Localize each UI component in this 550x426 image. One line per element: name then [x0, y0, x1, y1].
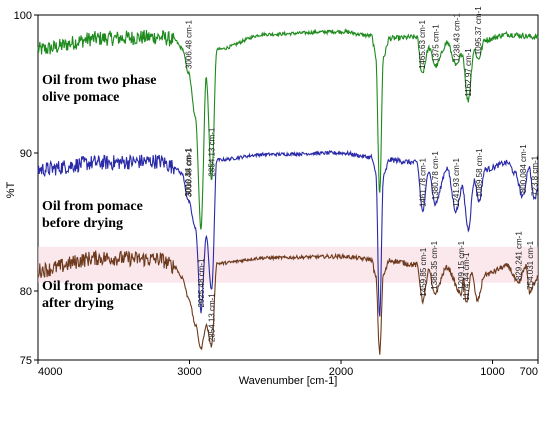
x-axis-title: Wavenumber [cm-1] [239, 375, 338, 387]
peak-annotation: 2854.13 cm-1 [208, 293, 217, 342]
peak-annotation: 1089.58 cm-1 [475, 148, 484, 197]
y-tick-label: 100 [14, 10, 32, 22]
peak-annotation: 3010.34 cm-1 [184, 147, 193, 196]
peak-annotation: 800.084 cm-1 [519, 144, 528, 193]
peak-annotation: 1380.78 cm-1 [431, 151, 440, 200]
annotation-layer: 3006.48 cm-1 2854.13 cm-1 1465.63 cm-1 1375… [184, 6, 540, 342]
peak-annotation: 1238.43 cm-1 [452, 13, 461, 62]
x-tick-label: 3000 [177, 366, 201, 378]
peak-annotation: 723.8 cm-1 [531, 155, 540, 196]
series-line-3 [37, 250, 539, 355]
series-label-2: before drying [42, 216, 123, 231]
peak-annotation: 1241.93 cm-1 [452, 158, 461, 207]
series-label-layer: Oil from two phase olive pomace Oil from p… [42, 73, 156, 311]
y-axis-title: %T [5, 181, 17, 198]
series-line-1 [37, 27, 539, 230]
y-tick-label: 80 [20, 286, 32, 298]
peak-annotation: 754.031 cm-1 [526, 240, 535, 289]
x-tick-label: 4000 [38, 366, 62, 378]
peak-annotation: 1461.78 cm-1 [419, 158, 428, 207]
series-label-1: olive pomace [42, 90, 119, 105]
peak-annotation: 1174.44 cm-1 [462, 252, 471, 301]
peak-annotation: 1375 cm-1 [432, 24, 441, 62]
peak-annotation: 1459.85 cm-1 [419, 247, 428, 296]
peak-annotation: 2854.13 cm-1 [208, 127, 217, 176]
series-line-2 [37, 149, 539, 317]
peak-annotation: 1162.97 cm-1 [464, 48, 473, 97]
peak-annotation: 829.241 cm-1 [515, 231, 524, 280]
x-tick-label: 700 [520, 366, 538, 378]
series-label-3: Oil from pomace [42, 279, 143, 294]
series-label-1: Oil from two phase [42, 73, 156, 88]
peak-annotation: 1209.15 cm-1 [457, 240, 466, 289]
axis-layer: 4000 3000 2000 1000 700 100 90 80 75 [14, 10, 539, 378]
peak-annotation: 1095.37 cm-1 [474, 6, 483, 55]
peak-annotation: 3006.48 cm-1 [185, 148, 194, 197]
y-tick-label: 75 [20, 355, 32, 367]
series-layer [37, 27, 539, 355]
series-label-2: Oil from pomace [42, 199, 143, 214]
peak-annotation: 3006.48 cm-1 [185, 20, 194, 69]
x-tick-label: 1000 [480, 366, 504, 378]
x-tick-label: 2000 [329, 366, 353, 378]
peak-annotation: 1465.63 cm-1 [418, 20, 427, 69]
y-tick-label: 90 [20, 148, 32, 160]
peak-annotation: 1385.35 cm-1 [430, 240, 439, 289]
peak-annotation: 2925.48 cm-1 [197, 258, 206, 307]
series-label-3: after drying [42, 296, 114, 311]
